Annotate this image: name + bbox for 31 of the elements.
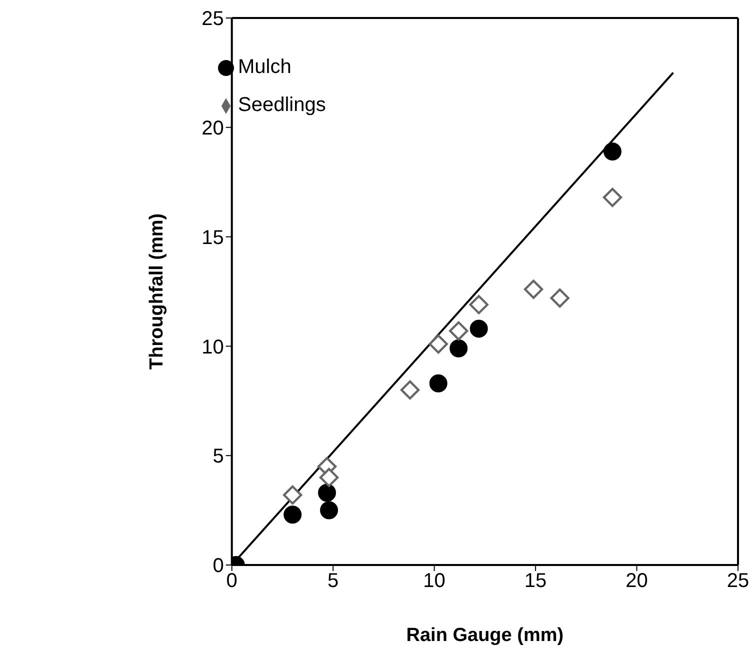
point (319, 468, 339, 488)
point (450, 339, 468, 358)
point (550, 288, 570, 308)
point (524, 280, 544, 299)
point (470, 320, 488, 338)
y-tick-label: 10 (202, 336, 224, 358)
y-tick-label: 20 (202, 118, 224, 140)
y-axis-title: Throughfall (mm) (146, 213, 168, 370)
x-tick-label: 25 (726, 570, 750, 592)
point (602, 188, 622, 208)
point (282, 485, 302, 505)
point (603, 142, 622, 160)
point (284, 506, 302, 524)
point (469, 295, 488, 314)
x-tick-label: 10 (423, 570, 446, 592)
point (428, 334, 448, 354)
legend-label: Seedlings (238, 94, 326, 116)
y-tick-label: 0 (212, 555, 224, 578)
point (320, 501, 338, 520)
x-tick-label: 5 (328, 570, 339, 592)
point (429, 374, 448, 392)
point (449, 321, 468, 340)
x-tick-label: 15 (524, 570, 547, 592)
point (400, 380, 420, 400)
y-tick-label: 15 (202, 226, 224, 249)
point (318, 484, 336, 502)
legend-label: Mulch (238, 56, 292, 78)
x-tick-label: 20 (626, 570, 648, 592)
y-tick-label: 25 (202, 8, 224, 30)
x-axis-title: Rain Gauge (mm) (406, 625, 564, 646)
y-tick-label: 5 (212, 446, 224, 468)
